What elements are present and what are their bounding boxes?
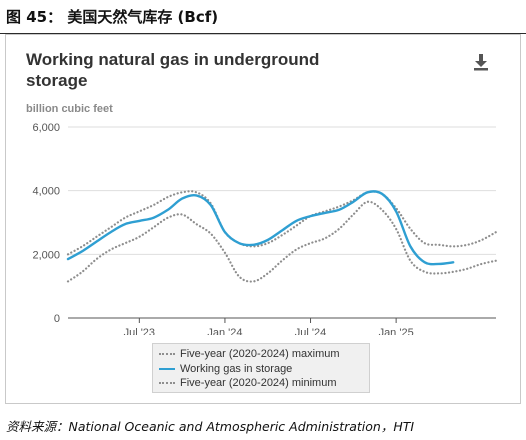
chart-card: Working natural gas in underground stora… xyxy=(5,34,521,404)
x-tick-label: Jul '24 xyxy=(295,327,326,335)
x-tick-label: Jan '25 xyxy=(379,327,414,335)
figure-source: 资料来源：National Oceanic and Atmospheric Ad… xyxy=(6,419,415,434)
legend-swatch-max xyxy=(159,353,175,356)
legend-swatch-min xyxy=(159,382,175,385)
figure-header: 图 45： 美国天然气库存 (Bcf) xyxy=(0,0,526,34)
x-tick-label: Jul '23 xyxy=(124,327,155,335)
series-line-min xyxy=(66,200,498,283)
figure-title: 图 45： 美国天然气库存 (Bcf) xyxy=(6,8,219,26)
legend-item-storage[interactable]: Working gas in storage xyxy=(159,362,363,377)
y-axis-unit-label: billion cubic feet xyxy=(26,103,113,115)
x-tick-label: Jan '24 xyxy=(207,327,242,335)
legend: Five-year (2020-2024) maximum Working ga… xyxy=(152,343,370,393)
y-tick-label: 4,000 xyxy=(32,186,60,198)
legend-swatch-storage xyxy=(159,367,175,370)
legend-label-max: Five-year (2020-2024) maximum xyxy=(180,348,340,361)
y-tick-label: 0 xyxy=(54,313,60,325)
chart-title: Working natural gas in underground stora… xyxy=(26,50,320,90)
series-line-max xyxy=(66,190,498,256)
y-tick-label: 6,000 xyxy=(32,122,60,134)
plot-area: 0 2,000 4,000 6,000 Jul '23 Jan '24 Jul '24 Jan… xyxy=(32,122,498,335)
series-line-storage xyxy=(66,190,455,266)
legend-label-min: Five-year (2020-2024) minimum xyxy=(180,377,337,390)
download-icon[interactable] xyxy=(471,52,491,72)
legend-item-min[interactable]: Five-year (2020-2024) minimum xyxy=(159,376,363,391)
y-tick-label: 2,000 xyxy=(32,249,60,261)
legend-label-storage: Working gas in storage xyxy=(180,362,293,375)
legend-item-max[interactable]: Five-year (2020-2024) maximum xyxy=(159,347,363,362)
